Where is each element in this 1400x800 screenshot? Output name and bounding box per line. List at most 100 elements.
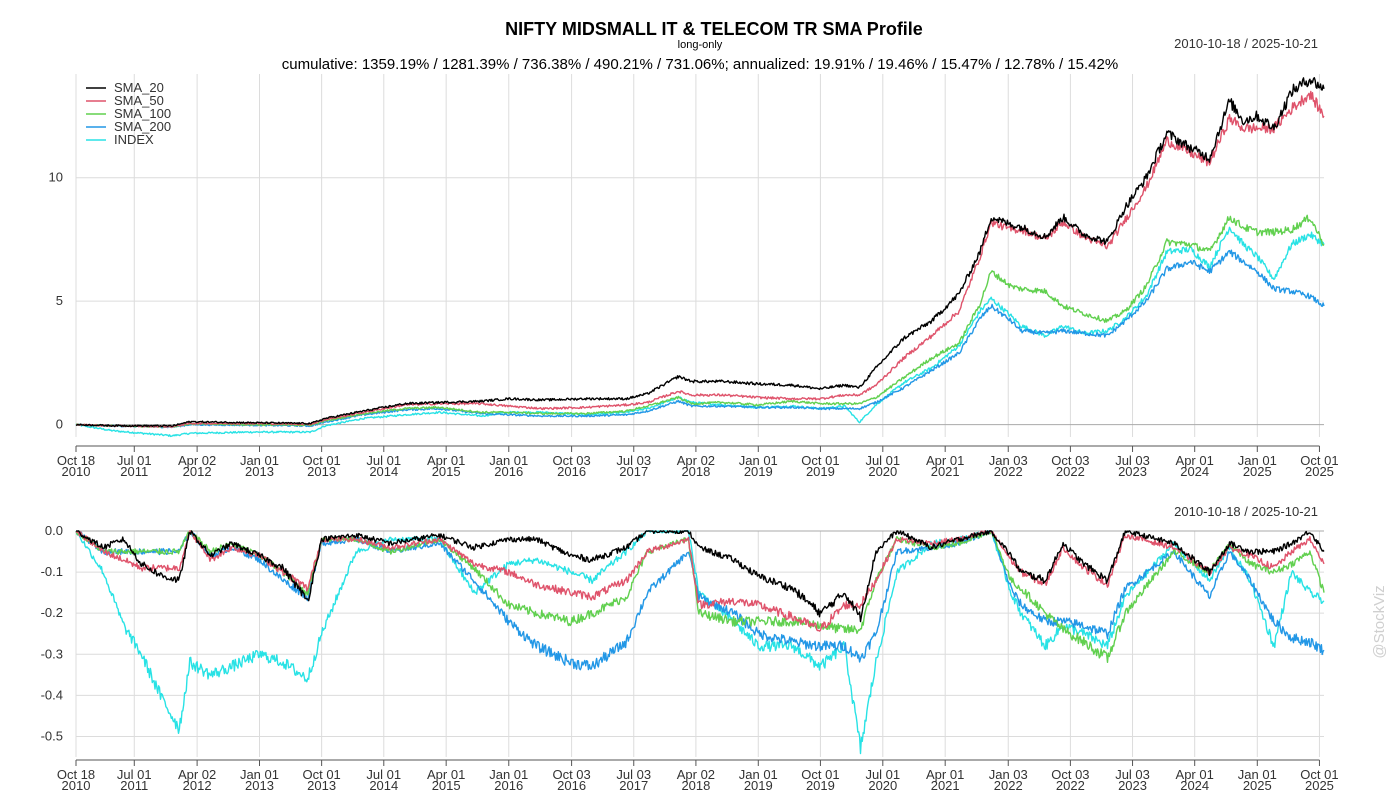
chart-subtitle: long-only bbox=[678, 39, 723, 51]
x-tick-label-year: 2011 bbox=[120, 778, 148, 793]
x-tick-label-year: 2012 bbox=[183, 778, 212, 793]
watermark: @StockViz bbox=[1371, 585, 1388, 658]
chart-title: NIFTY MIDSMALL IT & TELECOM TR SMA Profi… bbox=[505, 19, 923, 39]
x-tick-label-year: 2025 bbox=[1305, 464, 1334, 479]
x-tick-label: Apr 01 bbox=[427, 767, 465, 782]
x-tick-label: Jan 01 bbox=[240, 453, 279, 468]
x-tick-label: Jul 01 bbox=[366, 767, 401, 782]
x-tick-label: Oct 01 bbox=[1300, 453, 1338, 468]
series-line-sma-50 bbox=[75, 90, 1325, 428]
x-tick-label-year: 2023 bbox=[1118, 778, 1147, 793]
series-line-sma-200 bbox=[75, 249, 1325, 429]
x-tick-label-year: 2016 bbox=[494, 464, 523, 479]
series-line-index bbox=[75, 530, 1325, 755]
stats-line: cumulative: 1359.19% / 1281.39% / 736.38… bbox=[282, 56, 1118, 73]
x-tick-label-year: 2021 bbox=[931, 778, 960, 793]
x-tick-label-year: 2019 bbox=[806, 464, 835, 479]
x-tick-label: Oct 03 bbox=[1051, 453, 1089, 468]
x-tick-label-year: 2025 bbox=[1243, 464, 1272, 479]
y-tick-label: 10 bbox=[49, 170, 63, 185]
x-tick-label-year: 2013 bbox=[245, 778, 274, 793]
x-tick-label-year: 2011 bbox=[120, 464, 148, 479]
x-tick-label: Apr 01 bbox=[1176, 767, 1214, 782]
series-line-sma-200 bbox=[75, 530, 1325, 671]
y-tick-label: -0.5 bbox=[41, 728, 63, 743]
x-tick-label-year: 2023 bbox=[1118, 464, 1147, 479]
x-tick-label: Oct 01 bbox=[801, 767, 839, 782]
x-tick-label-year: 2022 bbox=[1056, 778, 1085, 793]
x-tick-label: Jul 03 bbox=[616, 767, 651, 782]
x-tick-label: Oct 03 bbox=[552, 767, 590, 782]
x-tick-label: Oct 18 bbox=[57, 453, 95, 468]
x-tick-label: Apr 02 bbox=[178, 767, 216, 782]
x-tick-label: Jul 03 bbox=[1115, 453, 1150, 468]
x-tick-label-year: 2016 bbox=[557, 778, 586, 793]
legend-label: INDEX bbox=[114, 132, 154, 147]
date-range-top: 2010-10-18 / 2025-10-21 bbox=[1174, 36, 1318, 51]
x-tick-label-year: 2018 bbox=[681, 464, 710, 479]
x-tick-label-year: 2025 bbox=[1305, 778, 1334, 793]
x-tick-label: Oct 01 bbox=[1300, 767, 1338, 782]
x-tick-label: Apr 01 bbox=[1176, 453, 1214, 468]
x-tick-label-year: 2013 bbox=[307, 464, 336, 479]
x-tick-label-year: 2015 bbox=[432, 464, 461, 479]
x-tick-label-year: 2019 bbox=[744, 464, 773, 479]
x-tick-label-year: 2017 bbox=[619, 464, 648, 479]
x-tick-label: Oct 01 bbox=[302, 767, 340, 782]
x-tick-label-year: 2025 bbox=[1243, 778, 1272, 793]
date-range-bottom: 2010-10-18 / 2025-10-21 bbox=[1174, 504, 1318, 519]
x-tick-label-year: 2020 bbox=[868, 464, 897, 479]
x-tick-label: Oct 03 bbox=[1051, 767, 1089, 782]
x-tick-label: Oct 01 bbox=[801, 453, 839, 468]
x-tick-label-year: 2014 bbox=[369, 464, 398, 479]
x-tick-label-year: 2013 bbox=[307, 778, 336, 793]
x-tick-label-year: 2019 bbox=[806, 778, 835, 793]
x-tick-label-year: 2014 bbox=[369, 778, 398, 793]
x-tick-label: Apr 02 bbox=[677, 453, 715, 468]
legend-label: SMA_50 bbox=[114, 93, 164, 108]
x-tick-label-year: 2019 bbox=[744, 778, 773, 793]
x-tick-label: Apr 01 bbox=[926, 767, 964, 782]
x-tick-label-year: 2012 bbox=[183, 464, 212, 479]
x-tick-label: Jul 01 bbox=[366, 453, 401, 468]
x-tick-label-year: 2010 bbox=[62, 778, 91, 793]
x-tick-label: Jul 01 bbox=[117, 767, 152, 782]
series-line-sma-20 bbox=[75, 530, 1325, 623]
legend-label: SMA_20 bbox=[114, 80, 164, 95]
series-line-sma-100 bbox=[75, 214, 1325, 428]
x-tick-label: Jul 01 bbox=[117, 453, 152, 468]
x-tick-label: Jul 01 bbox=[865, 453, 900, 468]
x-tick-label-year: 2022 bbox=[1056, 464, 1085, 479]
x-tick-label: Jan 03 bbox=[989, 453, 1028, 468]
y-tick-label: 0.0 bbox=[45, 523, 63, 538]
x-tick-label-year: 2016 bbox=[557, 464, 586, 479]
x-tick-label: Jan 01 bbox=[1238, 767, 1277, 782]
x-tick-label: Apr 02 bbox=[677, 767, 715, 782]
x-tick-label: Jan 01 bbox=[489, 767, 528, 782]
y-tick-label: -0.4 bbox=[41, 687, 63, 702]
y-tick-label: -0.2 bbox=[41, 605, 63, 620]
x-tick-label-year: 2018 bbox=[681, 778, 710, 793]
x-tick-label: Jul 03 bbox=[1115, 767, 1150, 782]
x-tick-label: Jan 01 bbox=[1238, 453, 1277, 468]
x-tick-label-year: 2017 bbox=[619, 778, 648, 793]
x-tick-label-year: 2022 bbox=[994, 778, 1023, 793]
legend-label: SMA_100 bbox=[114, 106, 171, 121]
x-tick-label: Jul 01 bbox=[865, 767, 900, 782]
x-tick-label-year: 2015 bbox=[432, 778, 461, 793]
x-tick-label-year: 2022 bbox=[994, 464, 1023, 479]
x-tick-label-year: 2021 bbox=[931, 464, 960, 479]
x-tick-label-year: 2024 bbox=[1180, 464, 1209, 479]
y-tick-label: 0 bbox=[56, 417, 63, 432]
x-tick-label-year: 2020 bbox=[868, 778, 897, 793]
x-tick-label: Apr 02 bbox=[178, 453, 216, 468]
x-tick-label-year: 2013 bbox=[245, 464, 274, 479]
x-tick-label: Jul 03 bbox=[616, 453, 651, 468]
x-tick-label: Jan 01 bbox=[489, 453, 528, 468]
x-tick-label: Jan 01 bbox=[739, 767, 778, 782]
x-tick-label: Apr 01 bbox=[926, 453, 964, 468]
x-tick-label: Oct 03 bbox=[552, 453, 590, 468]
